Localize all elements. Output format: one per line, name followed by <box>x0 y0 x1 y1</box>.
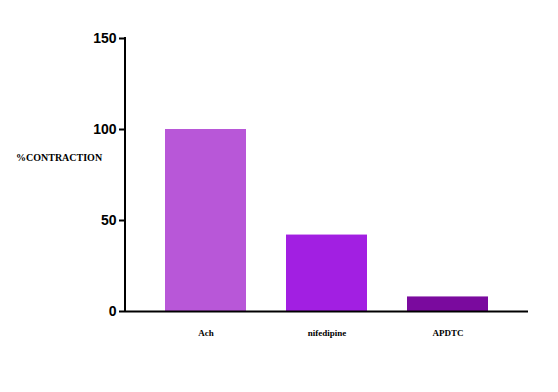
html-text:%CONTRACTION: %CONTRACTION <box>16 152 103 163</box>
svg-text:APDTC: APDTC <box>433 328 464 338</box>
svg-text:150: 150 <box>93 30 117 46</box>
svg-text:nifedipine: nifedipine <box>308 328 347 338</box>
svg-text:50: 50 <box>101 212 117 228</box>
svg-text:Ach: Ach <box>198 328 214 338</box>
svg-text:100: 100 <box>93 121 117 137</box>
svg-text:0: 0 <box>109 303 117 319</box>
